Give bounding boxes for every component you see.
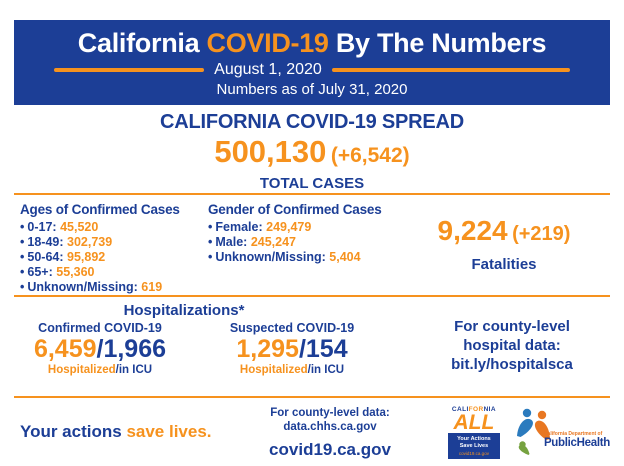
age-stat-item: • Unknown/Missing: 619 xyxy=(20,280,163,294)
gender-heading: Gender of Confirmed Cases xyxy=(208,202,382,217)
demographics-section: Ages of Confirmed Cases • 0-17: 45,520 • 1… xyxy=(0,195,624,295)
covid19-site-url: covid19.ca.gov xyxy=(269,440,391,459)
footer-logos: CALIFORNIA ALL Your Actions Save Lives c… xyxy=(428,404,610,460)
ca-all-tagline-box: Your Actions Save Lives covid19.ca.gov xyxy=(447,433,500,459)
title-by-the-numbers: By The Numbers xyxy=(335,27,547,58)
cdph-figures-icon xyxy=(516,408,550,455)
age-stat-item: • 50-64: 95,892 xyxy=(20,250,106,264)
date-rule-right xyxy=(331,67,570,72)
total-cases-value: 500,130 xyxy=(214,134,327,169)
hospitalizations-section: Hospitalizations* Confirmed COVID-19 6,4… xyxy=(0,297,624,396)
slogan-part2: save lives. xyxy=(126,422,212,441)
gender-list: • Female: 249,479 • Male: 245,247 • Unknown… xyxy=(208,220,404,265)
footer-links: For county-level data: data.chhs.ca.gov … xyxy=(232,404,428,460)
county-hospital-line1: For county-level xyxy=(454,318,570,335)
as-of-date: Numbers as of July 31, 2020 xyxy=(216,80,408,98)
hospitalized-label: Hospitalized xyxy=(47,364,116,376)
slogan-part1: Your actions xyxy=(20,422,122,441)
fatalities-label: Fatalities xyxy=(471,256,537,273)
bullet-icon: • xyxy=(20,250,25,264)
footer: Your actions save lives. For county-leve… xyxy=(0,398,624,460)
date-row: August 1, 2020 xyxy=(54,61,570,79)
fatalities-delta: (+219) xyxy=(512,223,571,245)
bullet-icon: • xyxy=(20,265,25,279)
suspected-icu-value: /154 xyxy=(298,335,348,363)
confirmed-icu-value: /1,966 xyxy=(96,335,167,363)
fatalities-number: 9,224 (+219) xyxy=(404,216,604,251)
suspected-title: Suspected COVID-19 xyxy=(229,321,355,335)
ages-heading: Ages of Confirmed Cases xyxy=(20,202,180,217)
icu-label: /in ICU xyxy=(115,364,153,376)
bullet-icon: • xyxy=(208,250,213,264)
gender-stat-item: • Unknown/Missing: 5,404 xyxy=(208,250,361,264)
age-stat-item: • 0-17: 45,520 xyxy=(20,220,99,234)
total-cases-number: 500,130 (+6,542) xyxy=(0,135,624,174)
county-hospital-url: bit.ly/hospitalsca xyxy=(451,356,573,373)
title-covid19: COVID-19 xyxy=(206,27,329,58)
gender-column: Gender of Confirmed Cases • Female: 249,4… xyxy=(208,202,404,295)
header-band: California COVID-19 By The Numbers Augus… xyxy=(14,20,610,105)
spread-section: CALIFORNIA COVID-19 SPREAD 500,130 (+6,5… xyxy=(0,111,624,193)
hospitalizations-heading: Hospitalizations* xyxy=(123,302,245,319)
total-cases-delta: (+6,542) xyxy=(330,144,410,167)
actions-slogan: Your actions save lives. xyxy=(14,404,232,460)
county-data-url: data.chhs.ca.gov xyxy=(283,420,377,433)
gender-stat-item: • Male: 245,247 xyxy=(208,235,297,249)
confirmed-hospitalizations: Confirmed COVID-19 6,459/1,966 Hospitali… xyxy=(14,321,186,377)
hospitalizations-stats: Hospitalizations* Confirmed COVID-19 6,4… xyxy=(14,302,414,396)
icu-label: /in ICU xyxy=(307,364,345,376)
ca-all-text: ALL xyxy=(453,411,495,434)
confirmed-title: Confirmed COVID-19 xyxy=(38,321,162,335)
report-date: August 1, 2020 xyxy=(214,60,322,78)
california-all-logo: CALIFORNIA ALL Your Actions Save Lives c… xyxy=(447,406,500,459)
fatalities-value: 9,224 xyxy=(437,215,508,246)
fatalities-column: 9,224 (+219) Fatalities xyxy=(404,202,604,295)
bullet-icon: • xyxy=(20,235,25,249)
age-stat-item: • 65+: 55,360 xyxy=(20,265,95,279)
ages-column: Ages of Confirmed Cases • 0-17: 45,520 • 1… xyxy=(20,202,208,295)
suspected-hospitalized-value: 1,295 xyxy=(236,335,299,363)
cdph-logo: California Department of PublicHealth xyxy=(514,406,610,456)
suspected-hospitalizations: Suspected COVID-19 1,295/154 Hospitalize… xyxy=(206,321,378,377)
county-hospital-line2: hospital data: xyxy=(463,337,561,354)
bullet-icon: • xyxy=(20,220,25,234)
ca-tagline-url: covid19.ca.gov xyxy=(458,451,489,456)
ages-list: • 0-17: 45,520 • 18-49: 302,739 • 50-64: 95… xyxy=(20,220,208,295)
divider-2 xyxy=(14,295,610,297)
ca-word-part2: FOR xyxy=(468,406,484,413)
gender-stat-item: • Female: 249,479 xyxy=(208,220,312,234)
county-hospital-note: For county-level hospital data: bit.ly/h… xyxy=(414,302,610,396)
bullet-icon: • xyxy=(20,280,25,294)
page-title: California COVID-19 By The Numbers xyxy=(77,27,547,59)
total-cases-label: TOTAL CASES xyxy=(259,175,365,192)
confirmed-numbers: 6,459/1,966 xyxy=(14,335,186,363)
suspected-numbers: 1,295/154 xyxy=(206,335,378,363)
divider-3 xyxy=(14,396,610,398)
date-rule-left xyxy=(54,67,205,72)
ca-tagline-line1: Your Actions xyxy=(457,436,491,442)
county-data-label: For county-level data: xyxy=(270,407,390,419)
bullet-icon: • xyxy=(208,235,213,249)
ca-tagline-line2: Save Lives xyxy=(459,442,489,449)
california-all-wordmark: CALIFORNIA xyxy=(448,406,500,413)
ca-word-part1: CALI xyxy=(451,406,469,413)
bullet-icon: • xyxy=(208,220,213,234)
confirmed-sublabel: Hospitalized/in ICU xyxy=(14,363,186,377)
divider-1 xyxy=(14,193,610,195)
cdph-wordmark: California Department of PublicHealth xyxy=(544,431,610,456)
cdph-dept-text: California Department of xyxy=(543,431,603,437)
title-california: California xyxy=(77,27,200,58)
spread-heading: CALIFORNIA COVID-19 SPREAD xyxy=(159,111,465,133)
suspected-sublabel: Hospitalized/in ICU xyxy=(206,363,378,377)
cdph-name-text: PublicHealth xyxy=(543,437,610,449)
ca-word-part3: NIA xyxy=(483,406,496,413)
confirmed-hospitalized-value: 6,459 xyxy=(33,335,97,363)
hospitalized-label: Hospitalized xyxy=(239,364,308,376)
age-stat-item: • 18-49: 302,739 xyxy=(20,235,113,249)
